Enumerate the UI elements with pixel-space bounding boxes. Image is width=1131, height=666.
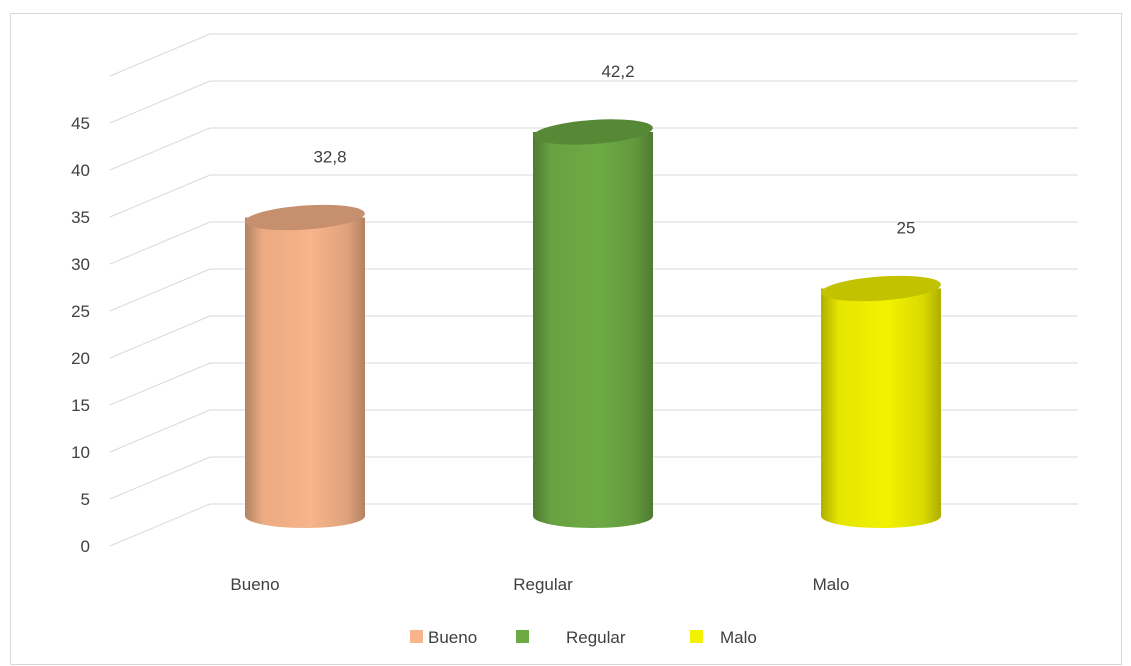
legend-entry: Bueno xyxy=(410,628,477,647)
y-tick-label: 0 xyxy=(81,537,90,556)
y-tick-label: 25 xyxy=(71,302,90,321)
data-labels: 32,8 42,2 25 xyxy=(313,62,915,238)
x-category-label: Bueno xyxy=(230,575,279,594)
bar-bueno xyxy=(245,204,365,528)
y-tick-label: 5 xyxy=(81,490,90,509)
x-category-label: Malo xyxy=(813,575,850,594)
legend-entry: Regular xyxy=(516,628,626,647)
y-tick-label: 45 xyxy=(71,114,90,133)
y-tick-label: 30 xyxy=(71,255,90,274)
x-category-label: Regular xyxy=(513,575,573,594)
legend-swatch xyxy=(410,630,423,643)
bars xyxy=(245,119,941,529)
legend-swatch xyxy=(690,630,703,643)
data-label: 32,8 xyxy=(313,148,346,167)
bar-malo xyxy=(821,275,941,528)
legend: Bueno Regular Malo xyxy=(410,628,757,647)
y-tick-label: 40 xyxy=(71,161,90,180)
y-tick-label: 20 xyxy=(71,349,90,368)
data-label: 42,2 xyxy=(601,62,634,81)
x-axis-categories: Bueno Regular Malo xyxy=(230,575,849,594)
y-tick-label: 15 xyxy=(71,396,90,415)
data-label: 25 xyxy=(897,219,916,238)
y-axis-ticks: 0 5 10 15 20 25 30 35 40 45 xyxy=(71,114,90,556)
legend-entry: Malo xyxy=(690,628,757,647)
legend-swatch xyxy=(516,630,529,643)
bar-regular xyxy=(533,119,653,529)
legend-label: Malo xyxy=(720,628,757,647)
legend-label: Regular xyxy=(566,628,626,647)
gridline xyxy=(109,80,1078,124)
legend-label: Bueno xyxy=(428,628,477,647)
gridline xyxy=(109,33,1078,77)
y-tick-label: 35 xyxy=(71,208,90,227)
y-tick-label: 10 xyxy=(71,443,90,462)
